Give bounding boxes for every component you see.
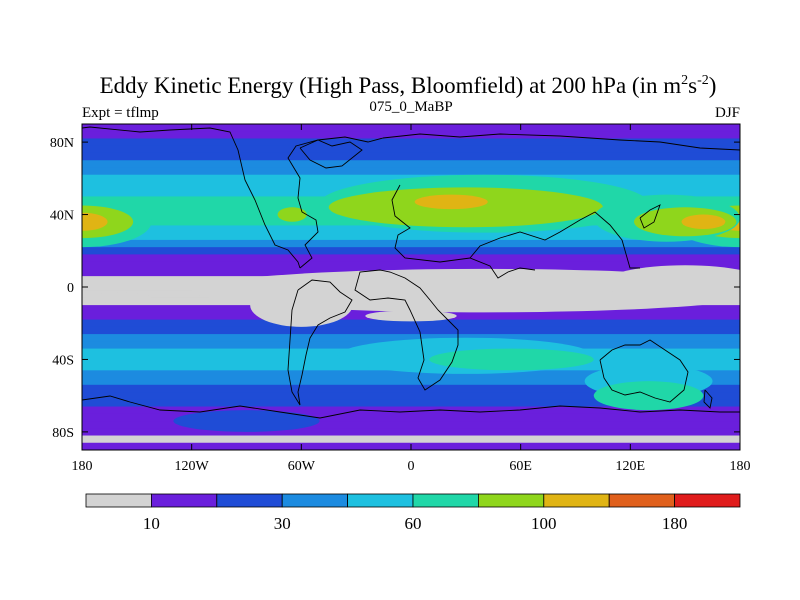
zonal-band: [82, 399, 740, 408]
y-tick-label: 80N: [50, 136, 74, 151]
right-label: DJF: [715, 105, 740, 121]
coast-japan: [639, 204, 661, 229]
contour-patch: [602, 265, 740, 302]
coast-antarctica: [82, 395, 740, 419]
colorbar-box: [412, 493, 479, 508]
zonal-band: [82, 239, 740, 248]
coast-north-america: [82, 126, 301, 269]
contour-patch: [681, 214, 726, 230]
zonal-band: [82, 138, 740, 147]
zonal-band: [82, 406, 740, 415]
contour-patch: [250, 283, 353, 327]
zonal-band: [82, 152, 740, 161]
zonal-band: [82, 384, 740, 393]
zonal-band: [82, 421, 740, 429]
zonal-band: [82, 326, 740, 335]
y-tick-label: 40N: [50, 209, 74, 224]
x-tick-label: 0: [408, 459, 415, 474]
colorbar-box: [150, 493, 218, 508]
colorbar-box: [216, 493, 283, 508]
coast-australia: [599, 339, 689, 403]
zonal-band: [82, 334, 740, 342]
colorbar-label: 30: [274, 514, 291, 533]
y-tick-label: 0: [67, 281, 74, 296]
zonal-band: [82, 167, 740, 176]
coast-eurasia: [382, 133, 740, 151]
colorbar-label: 100: [531, 514, 557, 533]
contour-patch: [429, 348, 594, 371]
x-tick-label: 180: [730, 459, 751, 474]
y-tick-label: 80S: [52, 426, 74, 441]
y-tick-label: 40S: [52, 353, 74, 368]
contour-patch: [277, 207, 307, 222]
contour-patch: [365, 310, 457, 322]
x-tick-label: 60E: [509, 459, 532, 474]
colorbar-box: [477, 493, 545, 508]
colorbar-box: [347, 493, 414, 508]
colorbar: 10 30 60 100 180: [85, 493, 741, 533]
zonal-band: [82, 413, 740, 422]
x-tick-label: 120W: [175, 459, 210, 474]
colorbar-label: 180: [662, 514, 688, 533]
x-tick-label: 120E: [616, 459, 646, 474]
coast-nz: [703, 389, 713, 409]
zonal-band: [82, 247, 740, 255]
zonal-band: [82, 261, 740, 270]
zonal-band: [82, 435, 740, 444]
coast-greenland: [299, 139, 363, 169]
zonal-band: [82, 145, 740, 154]
coast-europe-africa: [391, 184, 536, 279]
coast-south-america: [287, 279, 353, 406]
contour-patch: [414, 194, 488, 210]
zonal-band: [82, 428, 740, 437]
chart-title: Eddy Kinetic Energy (High Pass, Bloomfie…: [100, 73, 717, 98]
colorbar-box: [674, 493, 741, 508]
coast-north-america-east: [287, 136, 384, 269]
coast-africa: [354, 269, 459, 391]
zonal-band: [82, 319, 740, 328]
x-tick-label: 60W: [288, 459, 316, 474]
zonal-band: [82, 370, 740, 379]
colorbar-label: 10: [143, 514, 160, 533]
zonal-band: [82, 377, 740, 386]
contour-field: [82, 124, 740, 450]
colorbar-box: [543, 493, 610, 508]
x-tick-label: 180: [72, 459, 93, 474]
colorbar-box: [85, 493, 152, 508]
colorbar-label: 60: [405, 514, 422, 533]
contour-patch: [82, 212, 108, 231]
axes: 180 120W 60W 0 60E 120E 180 80N 40N 0 40S 80S: [50, 124, 751, 474]
left-label: Expt = tflmp: [82, 105, 159, 121]
coastline-outlines: [82, 126, 740, 419]
colorbar-box: [281, 493, 349, 508]
coast-asia-south: [469, 211, 640, 269]
contour-patch: [173, 410, 320, 432]
zonal-band: [82, 392, 740, 400]
zonal-band: [82, 232, 740, 241]
colorbar-box: [608, 493, 676, 508]
zonal-band: [82, 160, 740, 169]
contour-patch: [85, 292, 152, 304]
center-label: 075_0_MaBP: [369, 99, 452, 115]
